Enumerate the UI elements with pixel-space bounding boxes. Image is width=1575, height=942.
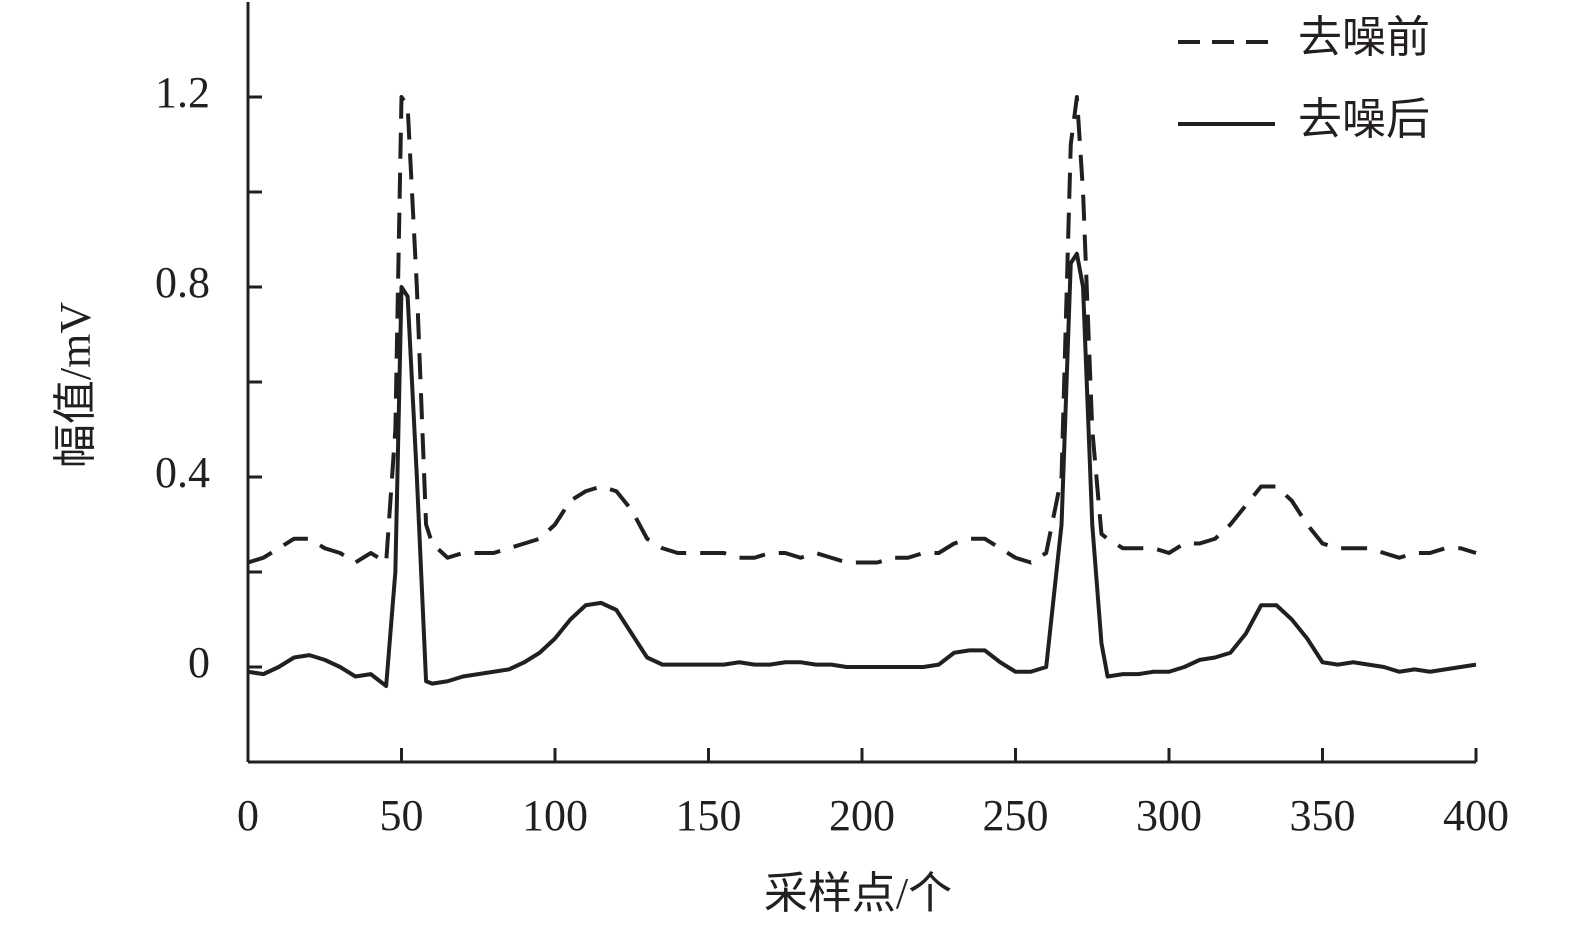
y-tick-label: 1.2 (155, 68, 210, 117)
y-tick-label: 0.4 (155, 448, 210, 497)
legend-label: 去噪后 (1298, 95, 1430, 144)
x-tick-label: 400 (1443, 791, 1509, 840)
x-tick-label: 250 (983, 791, 1049, 840)
y-axis-label: 幅值/mV (51, 302, 100, 468)
series-line (247, 251, 1477, 688)
series-line (247, 95, 1477, 565)
legend-label: 去噪前 (1298, 13, 1430, 62)
y-tick-label: 0 (188, 638, 210, 687)
x-tick-label: 150 (676, 791, 742, 840)
x-tick-label: 200 (829, 791, 895, 840)
x-tick-label: 100 (522, 791, 588, 840)
y-tick-label: 0.8 (155, 258, 210, 307)
x-tick-label: 350 (1290, 791, 1356, 840)
x-axis-label: 采样点/个 (764, 869, 952, 918)
x-tick-label: 300 (1136, 791, 1202, 840)
x-tick-label: 50 (380, 791, 424, 840)
x-tick-label: 0 (237, 791, 259, 840)
